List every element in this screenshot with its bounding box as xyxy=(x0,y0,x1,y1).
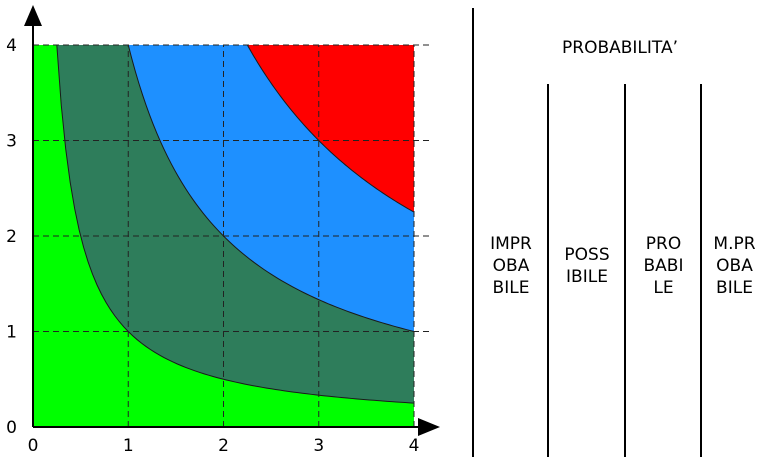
y-tick-label: 3 xyxy=(6,132,17,152)
column-possibile: POSS IBILE xyxy=(564,245,610,287)
dashed-grid xyxy=(33,44,430,427)
y-tick-label: 1 xyxy=(6,323,17,343)
x-tick-label: 3 xyxy=(313,436,324,456)
axis-ticks: 0 1 2 3 4 0 1 2 3 4 xyxy=(6,36,419,456)
y-tick-label: 2 xyxy=(6,227,17,247)
boundary-curve-3 xyxy=(246,44,415,213)
boundary-curve-1 xyxy=(56,44,415,404)
y-tick-label: 4 xyxy=(6,36,17,56)
x-tick-label: 1 xyxy=(123,436,134,456)
x-tick-label: 4 xyxy=(409,436,420,456)
region-red xyxy=(247,45,414,213)
boundary-curve-2 xyxy=(127,44,415,332)
panel-title: PROBABILITA’ xyxy=(562,38,678,58)
x-tick-label: 2 xyxy=(218,436,229,456)
column-probabile: PRO BABI LE xyxy=(643,234,684,298)
column-molto-probabile: M.PR OBA BILE xyxy=(713,234,756,298)
y-tick-label: 0 xyxy=(6,418,17,438)
column-improbabile: IMPR OBA BILE xyxy=(490,234,532,298)
x-tick-label: 0 xyxy=(28,436,39,456)
y-axis-arrow-icon xyxy=(24,5,42,26)
x-axis-arrow-icon xyxy=(418,418,440,436)
